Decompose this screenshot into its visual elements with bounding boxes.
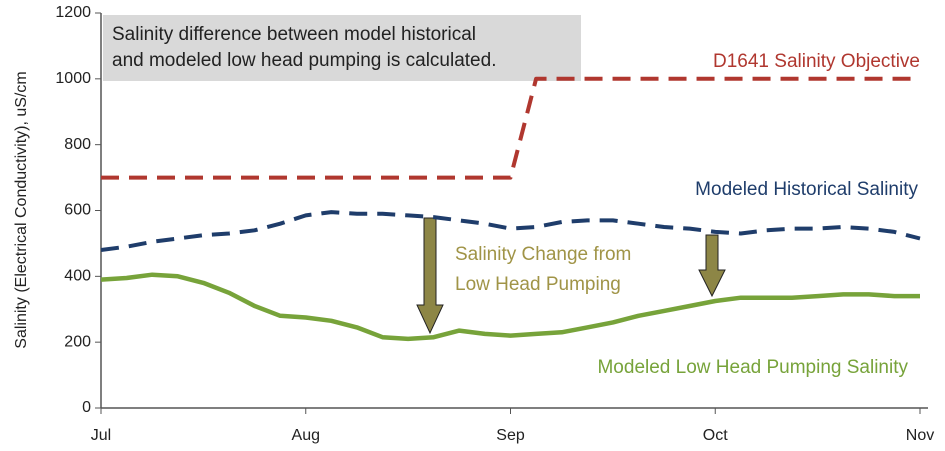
y-tick-label: 600: [64, 202, 91, 219]
change-label: Salinity Change from: [455, 244, 631, 265]
note-box: [103, 15, 581, 81]
x-tick-label: Nov: [906, 427, 934, 444]
y-tick-label: 0: [82, 399, 91, 416]
x-tick-label: Sep: [496, 427, 525, 444]
series-line: [101, 76, 920, 180]
note-line: Salinity difference between model histor…: [112, 24, 476, 45]
y-tick-label: 1200: [55, 4, 91, 21]
change-label: Low Head Pumping: [455, 274, 621, 295]
series-label: D1641 Salinity Objective: [713, 51, 920, 72]
note-line: and modeled low head pumping is calculat…: [112, 50, 496, 71]
series-line: [100, 272, 920, 342]
x-tick-label: Oct: [703, 427, 728, 444]
y-tick-label: 800: [64, 136, 91, 153]
series-line: [100, 210, 921, 252]
y-tick-label: 1000: [55, 70, 91, 87]
arrow: [698, 234, 726, 298]
y-tick-label: 200: [64, 333, 91, 350]
y-tick-label: 400: [64, 268, 91, 285]
arrow: [416, 217, 444, 335]
x-tick-label: Jul: [91, 427, 111, 444]
series-label: Modeled Low Head Pumping Salinity: [597, 357, 908, 378]
y-axis-label: Salinity (Electrical Conductivity), uS/c…: [13, 71, 30, 348]
series-label: Modeled Historical Salinity: [695, 179, 918, 200]
x-tick-label: Aug: [292, 427, 320, 444]
